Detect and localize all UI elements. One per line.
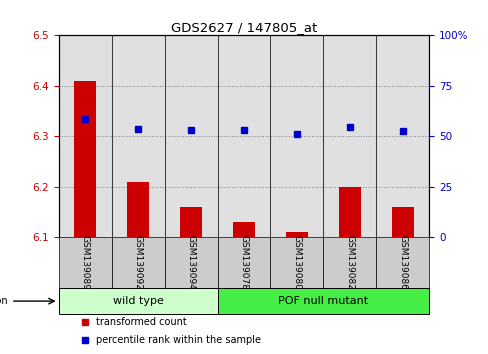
Bar <box>376 35 429 237</box>
Text: wild type: wild type <box>113 296 163 306</box>
Text: GSM139089: GSM139089 <box>81 235 90 290</box>
Bar <box>59 35 112 237</box>
Text: GSM139078: GSM139078 <box>240 235 248 290</box>
Text: genotype/variation: genotype/variation <box>0 296 8 306</box>
Bar <box>339 187 361 237</box>
Bar <box>324 35 376 237</box>
Bar <box>218 35 270 237</box>
Text: GSM139080: GSM139080 <box>292 235 302 290</box>
Bar <box>164 237 218 288</box>
Text: POF null mutant: POF null mutant <box>279 296 368 306</box>
Bar <box>112 237 164 288</box>
Text: transformed count: transformed count <box>96 317 186 327</box>
Text: GSM139094: GSM139094 <box>186 235 196 290</box>
Bar <box>181 207 202 237</box>
Bar <box>233 222 255 237</box>
Text: GSM139092: GSM139092 <box>134 235 142 290</box>
Bar <box>270 35 324 237</box>
Bar <box>270 237 324 288</box>
Text: GSM139086: GSM139086 <box>398 235 407 290</box>
Title: GDS2627 / 147805_at: GDS2627 / 147805_at <box>171 21 317 34</box>
Bar <box>218 288 429 314</box>
Bar <box>376 237 429 288</box>
Text: percentile rank within the sample: percentile rank within the sample <box>96 335 261 345</box>
Bar <box>218 237 270 288</box>
Bar <box>75 81 96 237</box>
Bar <box>392 207 413 237</box>
Bar <box>127 182 149 237</box>
Bar <box>286 232 307 237</box>
Bar <box>164 35 218 237</box>
Bar <box>324 237 376 288</box>
Bar <box>59 237 112 288</box>
Text: GSM139082: GSM139082 <box>346 235 354 290</box>
Bar <box>59 288 218 314</box>
Bar <box>112 35 164 237</box>
